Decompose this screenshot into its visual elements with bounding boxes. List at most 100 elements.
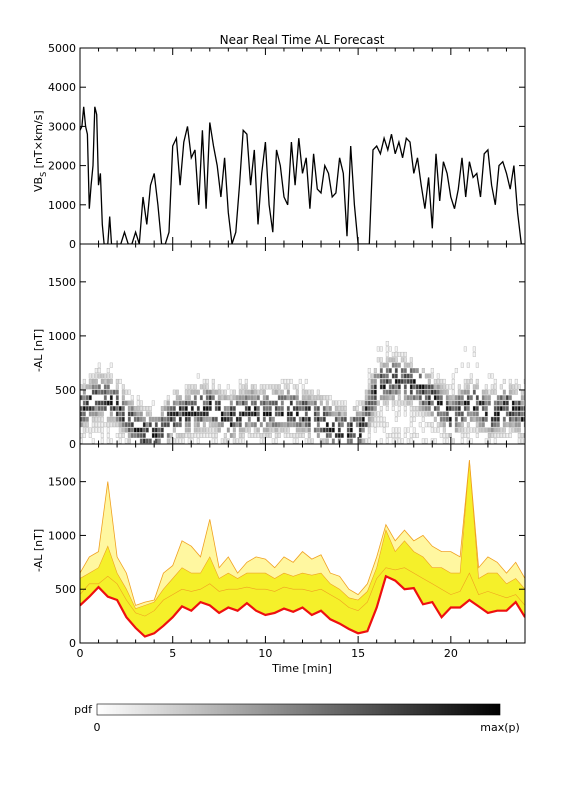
pdf-cell — [286, 384, 290, 390]
pdf-cell — [247, 427, 251, 433]
pdf-cell — [415, 389, 419, 395]
pdf-cell — [343, 416, 347, 422]
pdf-cell — [403, 395, 407, 401]
pdf-cell — [379, 346, 383, 352]
pdf-cell — [370, 416, 374, 422]
pdf-cell — [493, 416, 497, 422]
pdf-cell — [172, 427, 176, 433]
pdf-cell — [283, 433, 287, 438]
pdf-cell — [109, 438, 113, 444]
pdf-cell — [451, 389, 455, 395]
pdf-cell — [514, 422, 518, 428]
pdf-cell — [328, 433, 332, 438]
pdf-cell — [295, 438, 299, 444]
pdf-cell — [502, 427, 506, 433]
pdf-cell — [289, 378, 293, 384]
pdf-cell — [388, 368, 392, 374]
panel-al-pdf-ylabel: -AL [nT] — [32, 329, 45, 372]
pdf-cell — [481, 422, 485, 428]
y-tick-label: 0 — [69, 637, 76, 650]
pdf-cell — [202, 427, 206, 433]
pdf-cell — [514, 400, 518, 406]
pdf-cell — [466, 427, 470, 433]
pdf-cell — [238, 427, 242, 433]
pdf-cell — [127, 438, 131, 444]
pdf-cell — [175, 400, 179, 406]
pdf-cell — [124, 400, 128, 406]
pdf-cell — [403, 351, 407, 357]
pdf-cell — [331, 411, 335, 417]
pdf-cell — [88, 406, 92, 411]
pdf-cell — [214, 400, 218, 406]
pdf-cell — [385, 362, 389, 368]
pdf-cell — [439, 389, 443, 395]
pdf-cell — [280, 395, 284, 401]
pdf-cell — [499, 384, 503, 390]
pdf-cell — [94, 400, 98, 406]
pdf-cell — [124, 438, 128, 444]
pdf-cell — [241, 395, 245, 401]
pdf-cell — [217, 384, 221, 390]
pdf-cell — [472, 346, 476, 352]
pdf-cell — [253, 384, 257, 390]
pdf-cell — [493, 384, 497, 390]
pdf-cell — [211, 433, 215, 438]
pdf-cell — [211, 416, 215, 422]
pdf-cell — [424, 411, 428, 417]
pdf-cell — [367, 406, 371, 411]
pdf-cell — [154, 427, 158, 433]
pdf-cell — [394, 373, 398, 379]
pdf-cell — [217, 427, 221, 433]
pdf-cell — [259, 384, 263, 390]
pdf-cell — [133, 433, 137, 438]
pdf-cell — [460, 400, 464, 406]
pdf-cell — [493, 411, 497, 417]
pdf-cell — [325, 395, 329, 401]
pdf-cell — [472, 384, 476, 390]
pdf-cell — [469, 416, 473, 422]
pdf-cell — [349, 433, 353, 438]
pdf-cell — [124, 422, 128, 428]
pdf-cell — [85, 406, 89, 411]
pdf-cell — [232, 406, 236, 411]
pdf-cell — [184, 422, 188, 428]
y-tick-label: 5000 — [48, 42, 76, 55]
y-tick-label: 0 — [69, 438, 76, 451]
pdf-cell — [358, 411, 362, 417]
pdf-cell — [343, 400, 347, 406]
colorbar-min-label: 0 — [94, 721, 101, 734]
pdf-cell — [304, 400, 308, 406]
y-tick-label: 1000 — [48, 529, 76, 542]
pdf-cell — [220, 416, 224, 422]
pdf-cell — [229, 389, 233, 395]
pdf-cell — [403, 411, 407, 417]
pdf-cell — [106, 400, 110, 406]
pdf-cell — [382, 389, 386, 395]
pdf-cell — [97, 411, 101, 417]
pdf-cell — [340, 433, 344, 438]
pdf-cell — [184, 395, 188, 401]
pdf-cell — [265, 411, 269, 417]
pdf-cell — [196, 406, 200, 411]
pdf-cell — [289, 433, 293, 438]
pdf-cell — [337, 416, 341, 422]
pdf-cell — [394, 389, 398, 395]
pdf-cell — [499, 427, 503, 433]
pdf-cell — [190, 406, 194, 411]
pdf-cell — [466, 406, 470, 411]
pdf-cell — [91, 416, 95, 422]
pdf-cell — [247, 422, 251, 428]
pdf-cell — [466, 400, 470, 406]
pdf-cell — [118, 422, 122, 428]
pdf-cell — [316, 406, 320, 411]
pdf-cell — [259, 438, 263, 444]
pdf-cell — [181, 400, 185, 406]
pdf-cell — [406, 427, 410, 433]
pdf-cell — [202, 411, 206, 417]
pdf-cell — [208, 406, 212, 411]
pdf-cell — [97, 427, 101, 433]
pdf-cell — [265, 422, 269, 428]
pdf-cell — [160, 406, 164, 411]
pdf-cell — [409, 389, 413, 395]
pdf-cell — [145, 422, 149, 428]
